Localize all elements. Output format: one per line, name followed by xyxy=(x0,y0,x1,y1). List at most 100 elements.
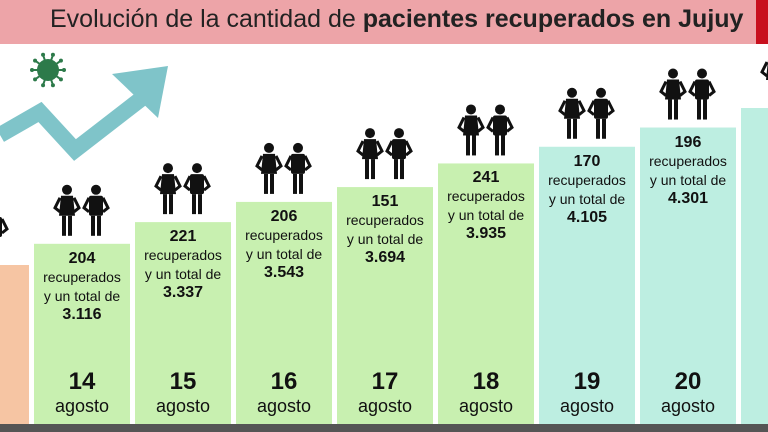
total-count: 4.105 xyxy=(566,208,608,226)
person-icon-head xyxy=(62,184,72,195)
person-icon-leg xyxy=(365,159,369,180)
bar-18 xyxy=(438,163,534,425)
total-count: 3.337 xyxy=(162,284,204,302)
month-label: a xyxy=(741,396,768,417)
person-icon-arm xyxy=(154,175,163,192)
person-icon-arm xyxy=(688,80,697,97)
person-icon-leg xyxy=(192,194,196,215)
person-icon-arm xyxy=(82,197,91,213)
person-icon-body xyxy=(392,139,406,160)
virus-icon xyxy=(37,59,59,81)
day-number: 16 xyxy=(270,368,298,395)
person-icon-body xyxy=(564,98,580,119)
person-icon-arm xyxy=(72,197,81,213)
bar-label-17: 151 recuperados y un total de 3.694 xyxy=(337,193,433,267)
person-icon-body xyxy=(594,98,608,119)
person-icon-leg xyxy=(62,215,66,236)
recovered-text: recuperados xyxy=(346,212,424,229)
bar-label-14: 204 recuperados y un total de 3.116 xyxy=(34,250,130,324)
person-icon-arm xyxy=(558,100,567,116)
virus-spike-tip xyxy=(58,58,63,63)
person-icon-arm xyxy=(577,100,586,116)
total-count: 4.301 xyxy=(667,189,709,207)
person-icon-leg xyxy=(400,159,404,180)
month-label: agosto xyxy=(256,396,312,416)
recovered-count: 196 xyxy=(674,133,702,151)
person-icon-body xyxy=(190,174,204,195)
recovered-text: recuperados xyxy=(447,188,525,205)
trend-arrow-shaft xyxy=(0,85,155,161)
person-icon-head xyxy=(264,142,274,153)
bar-label-18: 241 recuperados y un total de 3.935 xyxy=(438,169,534,243)
person-icon-arm xyxy=(173,175,182,192)
person-icon-leg xyxy=(371,159,375,180)
bar-partial-8 xyxy=(741,108,768,424)
total-text: y un xyxy=(741,133,768,152)
person-icon-leg xyxy=(501,135,505,156)
recovered-count: 206 xyxy=(270,207,298,225)
person-icon-arm xyxy=(274,155,283,172)
bar-15 xyxy=(135,222,231,424)
trend-arrow-head xyxy=(112,66,168,118)
person-icon-body xyxy=(695,79,709,100)
person-icon-leg xyxy=(668,99,672,120)
person-icon-leg xyxy=(198,194,202,215)
person-icon-arm xyxy=(707,80,716,97)
month-label: agosto xyxy=(155,396,211,416)
person-icon-head xyxy=(192,163,202,174)
person-icon-head xyxy=(596,87,606,98)
person-icon-arm xyxy=(404,140,413,157)
person-icon-leg xyxy=(602,118,606,139)
person-icon-leg xyxy=(472,135,476,156)
person-icon-leg xyxy=(163,194,167,215)
day-number: 17 xyxy=(371,368,399,395)
total-text: y un total de xyxy=(144,266,222,283)
person-icon-leg xyxy=(573,118,577,139)
person-icon-arm xyxy=(476,116,485,133)
person-icon-arm xyxy=(385,140,394,157)
person-icon-leg xyxy=(91,215,95,236)
month-label: agosto xyxy=(54,396,110,416)
person-icon-body xyxy=(59,195,75,216)
person-icon-body xyxy=(493,115,507,136)
total-count: 3.543 xyxy=(263,263,305,281)
person-icon-leg xyxy=(264,173,268,194)
person-icon-arm xyxy=(505,116,514,133)
person-icon-arm xyxy=(183,175,192,192)
person-icon-arm xyxy=(587,100,596,116)
bottom-bar xyxy=(0,424,768,432)
person-icon-leg xyxy=(703,99,707,120)
month-label: o xyxy=(0,396,29,417)
person-icon-arm xyxy=(356,140,365,157)
person-icon-arm xyxy=(457,116,466,133)
recovered-count: 204 xyxy=(68,249,96,267)
person-icon-head xyxy=(668,68,678,79)
bar-16 xyxy=(236,201,332,424)
person-icon-head xyxy=(163,163,173,174)
day-number: 19 xyxy=(573,368,601,395)
person-icon-arm xyxy=(284,155,293,172)
bar-17 xyxy=(337,187,433,424)
person-icon-leg xyxy=(567,118,571,139)
virus-spike-tip xyxy=(62,68,66,72)
person-icon-leg xyxy=(270,173,274,194)
bar-label-partial-0: dosl de xyxy=(0,271,29,309)
person-icon-body xyxy=(463,115,479,136)
month-label: agosto xyxy=(559,396,615,416)
title-part-bold: pacientes recuperados en Jujuy xyxy=(362,5,744,33)
bar-20 xyxy=(640,127,736,424)
person-icon-head xyxy=(466,104,476,115)
person-icon-head xyxy=(697,68,707,79)
total-text: y un total de xyxy=(447,207,525,224)
person-icon-head xyxy=(567,87,577,98)
total-count: 3.694 xyxy=(364,249,406,267)
bar-label-15: 221 recuperados y un total de 3.337 xyxy=(135,228,231,302)
virus-spike-tip xyxy=(33,77,38,82)
total-count: 3.116 xyxy=(62,305,102,323)
month-label: agosto xyxy=(660,396,716,416)
day-number: 20 xyxy=(674,368,702,395)
day-number: 15 xyxy=(169,368,197,395)
virus-spike-tip xyxy=(41,52,46,57)
recovered-count: 241 xyxy=(472,169,500,187)
red-edge-decoration xyxy=(756,0,768,44)
